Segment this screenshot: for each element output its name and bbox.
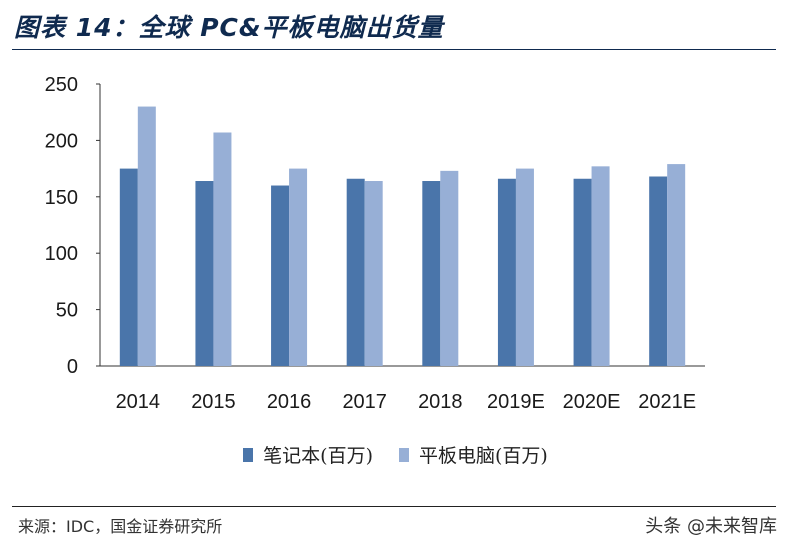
x-tick-label: 2019E	[487, 391, 545, 413]
bar-series-2-2016	[289, 168, 308, 366]
x-axis-labels: 2014 2015 2016 2017 2018 2019E 2020E 2021E	[116, 391, 697, 413]
bar-series-2-2021E	[667, 164, 686, 366]
bar-series-2-2015	[213, 132, 232, 366]
y-tick-label: 250	[45, 74, 78, 96]
bar-series-2-2014	[137, 106, 156, 366]
x-tick-label: 2016	[267, 391, 312, 413]
y-tick-label: 150	[45, 187, 78, 209]
bars-group	[119, 106, 686, 366]
x-tick-label: 2020E	[563, 391, 621, 413]
watermark: 头条 @未来智库	[645, 516, 777, 537]
legend-label-series-1: 笔记本(百万)	[263, 445, 373, 467]
legend-label-series-2: 平板电脑(百万)	[419, 445, 548, 467]
bar-series-1-2015	[195, 181, 214, 366]
legend-item-series-2: 平板电脑(百万)	[399, 441, 548, 468]
bar-series-2-2017	[364, 181, 383, 366]
y-tick-label: 200	[45, 130, 78, 152]
legend-swatch-series-2	[399, 447, 409, 462]
x-tick-label: 2014	[116, 391, 161, 413]
footer-divider	[12, 506, 776, 507]
source-note: 来源：IDC，国金证券研究所	[18, 517, 223, 536]
chart-legend: 笔记本(百万) 平板电脑(百万)	[0, 441, 791, 468]
title-divider	[12, 49, 776, 50]
bar-series-2-2018	[440, 170, 459, 366]
bar-chart: 0 50 100 150 200 250 2014 2015 2016 2017 2018 2019…	[45, 74, 705, 413]
x-tick-label: 2021E	[638, 391, 696, 413]
bar-series-1-2019E	[497, 178, 516, 366]
bar-series-1-2021E	[649, 176, 668, 366]
bar-series-2-2019E	[515, 168, 534, 366]
x-tick-label: 2015	[191, 391, 236, 413]
bar-series-1-2020E	[573, 178, 592, 366]
bar-series-1-2018	[422, 181, 441, 366]
x-tick-label: 2018	[418, 391, 463, 413]
x-tick-label: 2017	[342, 391, 387, 413]
figure-title: 图表 14：全球 PC&平板电脑出货量	[14, 13, 444, 42]
y-tick-label: 50	[56, 300, 78, 322]
bar-series-1-2016	[271, 185, 290, 366]
legend-item-series-1: 笔记本(百万)	[243, 441, 373, 468]
y-tick-label: 0	[67, 356, 78, 378]
bar-series-2-2020E	[591, 166, 610, 366]
y-tick-label: 100	[45, 243, 78, 265]
bar-series-1-2017	[346, 178, 365, 366]
y-axis-ticks: 0 50 100 150 200 250	[45, 74, 100, 378]
bar-series-1-2014	[119, 168, 138, 366]
legend-swatch-series-1	[243, 447, 254, 462]
